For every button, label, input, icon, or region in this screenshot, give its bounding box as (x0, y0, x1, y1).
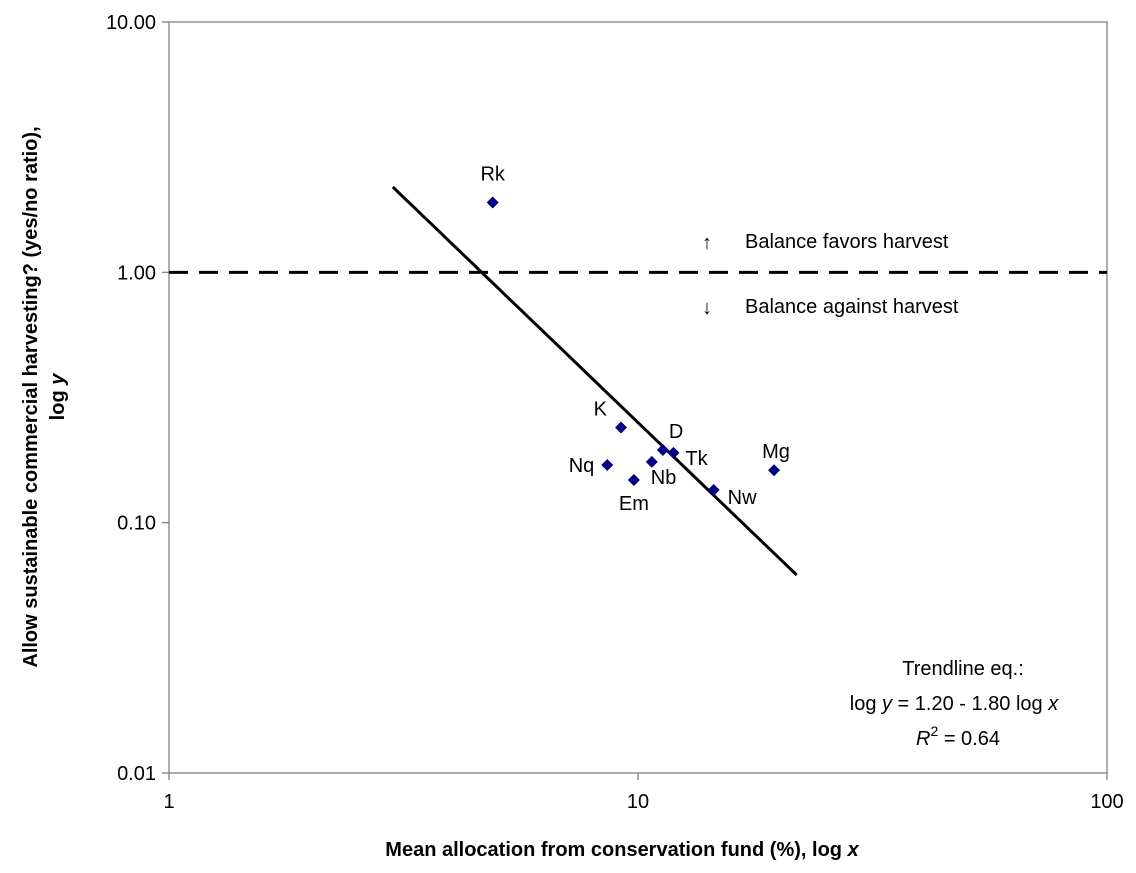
trendline-r-squared: R2 = 0.64 (916, 723, 1000, 750)
data-point-label: Nq (569, 455, 595, 477)
data-point-label: Tk (685, 448, 708, 470)
data-point-label: K (594, 398, 608, 420)
plot-area (168, 21, 1108, 774)
data-point-label: Nb (651, 467, 677, 489)
trendline-equation: log y = 1.20 - 1.80 log x (850, 693, 1059, 715)
trendline-note-title: Trendline eq.: (902, 658, 1024, 680)
data-point-marker (627, 474, 640, 487)
x-axis-title: Mean allocation from conservation fund (… (385, 839, 859, 861)
data-point-label: Nw (728, 487, 757, 509)
y-tick-label: 0.01 (117, 763, 156, 785)
data-point-label: Em (619, 493, 649, 515)
y-tick-label: 0.10 (117, 513, 156, 535)
data-point-label: D (669, 421, 683, 443)
data-point-label: Mg (762, 441, 790, 463)
annotation-favors-harvest: Balance favors harvest (745, 231, 949, 253)
data-point-marker (645, 455, 658, 468)
data-point-marker (768, 464, 781, 477)
data-point-marker (486, 196, 499, 209)
x-tick-label: 100 (1090, 791, 1123, 813)
axis-ticks: 0.01 0.10 1.00 10.00 1 10 100 (106, 12, 1124, 813)
x-tick-label: 10 (627, 791, 649, 813)
y-axis-title: Allow sustainable commercial harvesting?… (20, 126, 42, 667)
data-point-marker (707, 484, 720, 497)
annotation-against-harvest: Balance against harvest (745, 296, 959, 318)
data-point-marker (656, 444, 669, 457)
trendline (391, 185, 798, 577)
arrow-up-icon: ↑ (702, 232, 712, 254)
y-axis-title-line2: log y (47, 373, 69, 421)
data-point-marker (601, 458, 614, 471)
arrow-down-icon: ↓ (702, 297, 712, 319)
x-tick-label: 1 (163, 791, 174, 813)
data-point-marker (667, 446, 680, 459)
data-point-label: Rk (480, 164, 505, 186)
y-tick-label: 1.00 (117, 262, 156, 284)
data-point-marker (615, 421, 628, 434)
y-tick-label: 10.00 (106, 12, 156, 34)
